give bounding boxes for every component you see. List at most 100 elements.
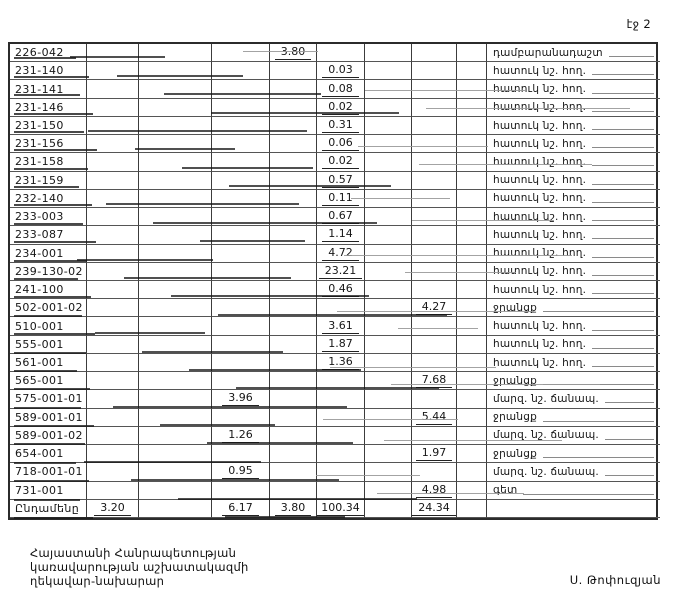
cell-description: հատուկ նշ. հող. — [487, 80, 660, 99]
cell-value — [87, 226, 139, 245]
cell-code: 231-140 — [10, 62, 87, 81]
cell-value — [457, 208, 487, 227]
value-text: 0.02 — [322, 154, 359, 170]
cell-value — [317, 390, 365, 409]
cell-value — [212, 80, 270, 99]
cell-value — [457, 153, 487, 172]
description-text: հատուկ նշ. հող. — [493, 192, 587, 205]
value-text: 3.96 — [222, 391, 259, 407]
description-text: հատուկ նշ. հող. — [493, 101, 587, 114]
cell-value — [412, 135, 457, 154]
cell-value — [87, 463, 139, 482]
cell-value — [270, 135, 317, 154]
description-underline — [592, 329, 654, 331]
cell-value — [412, 44, 457, 63]
cell-value — [365, 481, 412, 500]
cell-value — [212, 299, 270, 318]
cell-value — [87, 408, 139, 427]
cell-value — [457, 463, 487, 482]
value-text: 23.21 — [318, 264, 363, 279]
cell-code: 226-042 — [10, 44, 87, 63]
value-text: 24.34 — [412, 501, 456, 516]
value-text: 1.36 — [322, 355, 359, 371]
cell-value — [270, 390, 317, 409]
cell-value — [412, 98, 457, 117]
cell-value — [212, 408, 270, 427]
cell-value — [139, 445, 212, 464]
cell-value: 3.20 — [87, 499, 139, 518]
description-underline — [592, 201, 654, 203]
description-underline — [542, 420, 654, 422]
description-underline — [523, 493, 654, 495]
cell-value — [457, 317, 487, 336]
code-text: 232-140 — [15, 191, 64, 205]
cell-value — [139, 317, 212, 336]
cell-value — [212, 353, 270, 373]
cell-value: 0.57 — [317, 171, 365, 190]
cell-value — [365, 44, 412, 63]
value-text: 1.26 — [222, 428, 259, 443]
description-text: գետ — [493, 484, 518, 497]
cell-value — [139, 62, 212, 81]
code-text: 654-001 — [15, 447, 64, 461]
value-text: 0.06 — [322, 136, 359, 152]
cell-value — [457, 299, 487, 318]
cell-value — [270, 281, 317, 300]
cell-value — [87, 153, 139, 172]
cell-value — [139, 189, 212, 209]
value-text: 0.02 — [322, 100, 359, 115]
cell-value — [87, 390, 139, 409]
code-text: 565-001 — [15, 374, 64, 388]
code-text: Ընդամենը — [15, 501, 80, 515]
code-text: 510-001 — [15, 319, 64, 333]
cell-value — [139, 499, 212, 518]
cell-value — [365, 262, 412, 281]
value-text: 6.17 — [222, 501, 259, 516]
value-text: 3.61 — [322, 319, 359, 334]
cell-value: 0.06 — [317, 135, 365, 154]
value-text: 5.44 — [415, 410, 453, 425]
cell-value — [457, 135, 487, 154]
cell-description: գետ — [487, 482, 660, 500]
cell-value — [365, 62, 412, 81]
cell-value: 5.44 — [412, 408, 457, 427]
cell-value — [457, 372, 487, 391]
cell-value — [87, 335, 139, 354]
cell-value — [365, 408, 412, 427]
cell-value — [457, 335, 487, 354]
cell-value — [365, 171, 412, 190]
cell-value: 0.46 — [317, 281, 365, 300]
cell-value: 4.98 — [412, 481, 457, 500]
cell-value — [139, 353, 212, 373]
cell-value — [457, 62, 487, 81]
code-text: 239-130-02 — [15, 264, 83, 278]
cell-value — [270, 80, 317, 99]
code-text: 575-001-01 — [15, 392, 83, 406]
cell-description: հատուկ նշ. հող. — [487, 62, 660, 81]
code-text: 233-003 — [15, 210, 64, 224]
code-text: 233-087 — [15, 228, 64, 242]
cell-value — [457, 281, 487, 300]
description-text: հատուկ նշ. հող. — [493, 155, 587, 168]
cell-value — [412, 171, 457, 190]
description-underline — [592, 220, 654, 222]
cell-value: 0.02 — [317, 98, 365, 117]
cell-description: ջրանցք — [487, 299, 660, 318]
cell-value — [139, 463, 212, 482]
cell-code: 231-141 — [10, 80, 87, 99]
value-text: 7.68 — [415, 373, 453, 389]
value-text: 0.03 — [322, 63, 359, 79]
cell-value — [412, 244, 457, 263]
cell-value — [457, 171, 487, 190]
cell-value — [270, 426, 317, 446]
cell-value — [212, 171, 270, 190]
cell-code: 589-001-02 — [10, 426, 87, 446]
cell-code: 510-001 — [10, 317, 87, 336]
cell-value — [87, 426, 139, 446]
cell-value — [412, 62, 457, 81]
cell-value — [270, 244, 317, 263]
cell-value — [457, 353, 487, 373]
cell-value — [317, 372, 365, 391]
cell-value — [412, 317, 457, 336]
cell-value — [412, 226, 457, 245]
